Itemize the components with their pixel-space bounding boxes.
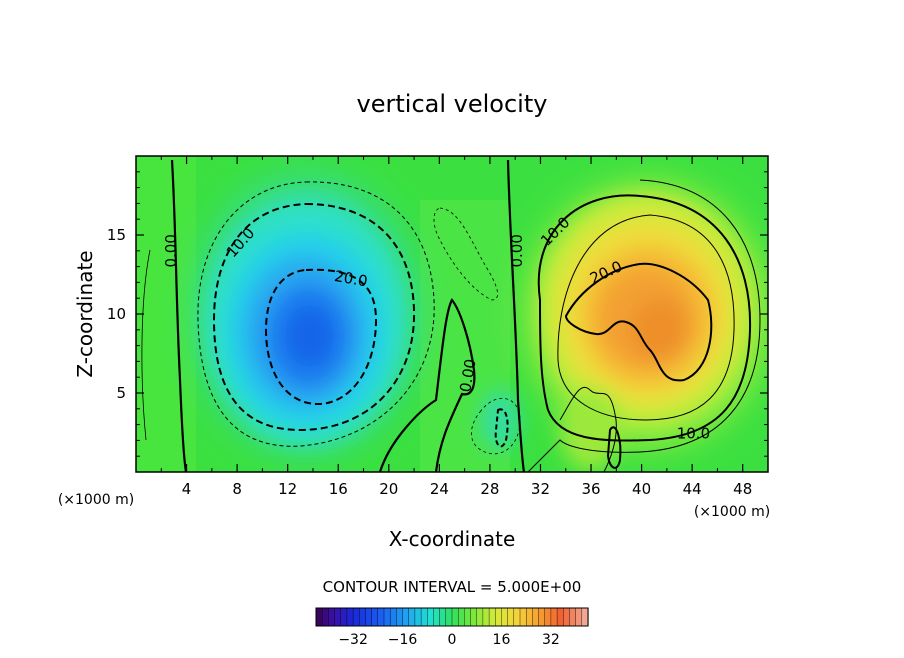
colorbar-tick-label: 32 bbox=[542, 632, 560, 648]
colorbar-swatch bbox=[581, 607, 589, 627]
colorbar-tick-label: 0 bbox=[448, 632, 457, 648]
colorbar-swatch bbox=[346, 607, 354, 627]
colorbar-swatch bbox=[334, 607, 342, 627]
chart-title: vertical velocity bbox=[357, 90, 548, 118]
x-tick-label: 28 bbox=[480, 480, 499, 498]
y-tick-label: 15 bbox=[107, 226, 126, 244]
colorbar-swatch bbox=[495, 607, 503, 627]
colorbar-swatch bbox=[476, 607, 484, 627]
colorbar-swatch bbox=[445, 607, 453, 627]
x-tick-label: 36 bbox=[581, 480, 600, 498]
colorbar-tick-label: 16 bbox=[493, 632, 511, 648]
colorbar-swatch bbox=[377, 607, 385, 627]
x-tick-label: 20 bbox=[379, 480, 398, 498]
colorbar-swatch bbox=[464, 607, 472, 627]
contour-lines bbox=[141, 159, 761, 472]
heatmap-field bbox=[136, 156, 768, 472]
contour-label: 10.0 bbox=[677, 425, 710, 443]
colorbar-swatch bbox=[408, 607, 416, 627]
contour-interval-label: CONTOUR INTERVAL = 5.000E+00 bbox=[323, 578, 582, 596]
colorbar-swatch bbox=[315, 607, 323, 627]
colorbar-swatch bbox=[433, 607, 441, 627]
colorbar-swatch bbox=[569, 607, 577, 627]
x-tick-label: 24 bbox=[430, 480, 449, 498]
x-tick-label: 8 bbox=[232, 480, 242, 498]
colorbar: −32 −16 0 16 32 bbox=[315, 607, 589, 648]
x-axis-label: X-coordinate bbox=[389, 527, 516, 551]
colorbar-swatch bbox=[328, 607, 336, 627]
colorbar-swatch bbox=[563, 607, 571, 627]
contour-label: 0.00 bbox=[456, 358, 480, 394]
colorbar-swatch bbox=[519, 607, 527, 627]
colorbar-tick-label: −32 bbox=[338, 632, 368, 648]
colorbar-swatch bbox=[513, 607, 521, 627]
colorbar-swatch bbox=[402, 607, 410, 627]
colorbar-swatch bbox=[538, 607, 546, 627]
colorbar-swatch bbox=[501, 607, 509, 627]
x-tick-label: 32 bbox=[531, 480, 550, 498]
contour-label: 20.0 bbox=[333, 267, 369, 291]
y-axis-label: Z-coordinate bbox=[73, 250, 97, 377]
x-tick-label: 48 bbox=[733, 480, 752, 498]
x-unit-left: (×1000 m) bbox=[58, 492, 134, 508]
colorbar-swatch bbox=[396, 607, 404, 627]
x-axis: 4 8 12 16 20 24 28 32 36 40 44 48 bbox=[160, 156, 752, 498]
colorbar-swatch bbox=[556, 607, 564, 627]
y-tick-label: 5 bbox=[116, 384, 126, 402]
colorbar-swatch bbox=[575, 607, 583, 627]
x-tick-label: 40 bbox=[632, 480, 651, 498]
colorbar-swatch bbox=[414, 607, 422, 627]
contour-label: 0.00 bbox=[508, 234, 526, 267]
x-tick-label: 44 bbox=[683, 480, 702, 498]
y-tick-label: 10 bbox=[107, 305, 126, 323]
x-tick-label: 4 bbox=[182, 480, 192, 498]
x-tick-label: 16 bbox=[329, 480, 348, 498]
colorbar-tick-label: −16 bbox=[388, 632, 418, 648]
colorbar-swatch bbox=[427, 607, 435, 627]
colorbar-swatch bbox=[383, 607, 391, 627]
colorbar-swatch bbox=[488, 607, 496, 627]
colorbar-frame bbox=[315, 607, 589, 627]
colorbar-swatch bbox=[340, 607, 348, 627]
colorbar-swatch bbox=[352, 607, 360, 627]
colorbar-swatch bbox=[389, 607, 397, 627]
colorbar-swatch bbox=[482, 607, 490, 627]
colorbar-swatch bbox=[525, 607, 533, 627]
colorbar-swatch bbox=[451, 607, 459, 627]
colorbar-swatch bbox=[359, 607, 367, 627]
x-tick-label: 12 bbox=[278, 480, 297, 498]
colorbar-swatch bbox=[439, 607, 447, 627]
contour-label: 0.00 bbox=[162, 234, 180, 267]
colorbar-swatch bbox=[550, 607, 558, 627]
colorbar-swatch bbox=[544, 607, 552, 627]
colorbar-swatch bbox=[532, 607, 540, 627]
colorbar-swatch bbox=[365, 607, 373, 627]
colorbar-swatch bbox=[371, 607, 379, 627]
x-unit-right: (×1000 m) bbox=[694, 504, 770, 520]
colorbar-swatch bbox=[457, 607, 465, 627]
colorbar-swatch bbox=[420, 607, 428, 627]
colorbar-swatch bbox=[470, 607, 478, 627]
y-axis: 5 10 15 bbox=[107, 171, 768, 457]
colorbar-swatch bbox=[321, 607, 329, 627]
colorbar-swatch bbox=[507, 607, 515, 627]
